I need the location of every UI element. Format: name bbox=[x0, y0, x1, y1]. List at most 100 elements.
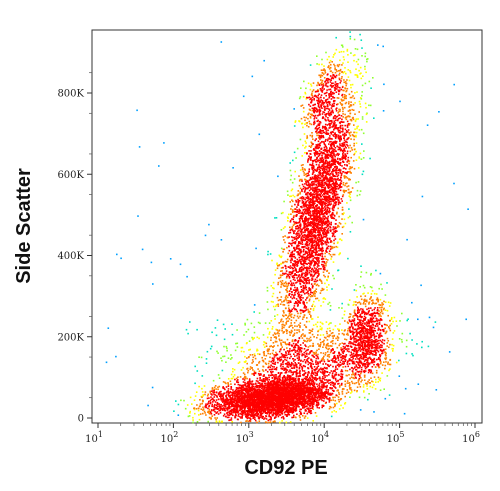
event-dot bbox=[342, 355, 344, 357]
event-dot bbox=[336, 368, 339, 370]
event-dot bbox=[305, 286, 308, 289]
event-dot bbox=[298, 337, 301, 339]
event-dot bbox=[320, 82, 322, 85]
event-dot bbox=[336, 335, 339, 338]
event-dot bbox=[312, 104, 314, 107]
event-dot bbox=[226, 412, 229, 414]
event-dot bbox=[280, 267, 283, 269]
event-dot bbox=[348, 109, 351, 112]
event-dot bbox=[340, 148, 343, 151]
event-dot bbox=[328, 127, 330, 129]
event-dot bbox=[311, 94, 313, 97]
event-dot bbox=[321, 86, 324, 89]
event-dot bbox=[328, 143, 330, 145]
event-dot bbox=[378, 287, 380, 290]
event-dot bbox=[367, 312, 370, 314]
event-dot bbox=[308, 362, 311, 364]
event-dot bbox=[385, 361, 387, 363]
event-dot bbox=[340, 373, 342, 375]
event-dot bbox=[308, 103, 310, 106]
event-dot bbox=[308, 155, 310, 157]
event-dot bbox=[285, 298, 287, 300]
event-dot bbox=[249, 368, 251, 370]
event-dot bbox=[373, 335, 376, 338]
event-dot bbox=[313, 290, 316, 293]
event-dot bbox=[305, 172, 308, 175]
event-dot bbox=[258, 353, 261, 356]
event-dot bbox=[323, 336, 326, 339]
event-dot bbox=[321, 358, 323, 360]
event-dot bbox=[358, 326, 361, 329]
event-dot bbox=[378, 357, 380, 359]
event-dot bbox=[367, 363, 370, 366]
event-dot bbox=[333, 143, 335, 146]
event-dot bbox=[340, 186, 343, 188]
event-dot bbox=[350, 324, 353, 326]
event-dot bbox=[358, 377, 361, 380]
event-dot bbox=[373, 350, 375, 353]
event-dot bbox=[403, 412, 406, 415]
event-dot bbox=[339, 132, 341, 134]
event-dot bbox=[368, 356, 371, 359]
event-dot bbox=[359, 73, 361, 75]
event-dot bbox=[291, 218, 293, 220]
event-dot bbox=[339, 179, 342, 181]
event-dot bbox=[299, 249, 301, 252]
event-dot bbox=[334, 132, 336, 134]
event-dot bbox=[348, 103, 350, 105]
event-dot bbox=[352, 160, 355, 162]
event-dot bbox=[217, 413, 220, 415]
event-dot bbox=[225, 382, 227, 385]
event-dot bbox=[354, 128, 356, 130]
event-dot bbox=[259, 373, 262, 375]
event-dot bbox=[308, 313, 311, 315]
event-dot bbox=[296, 332, 298, 334]
event-dot bbox=[309, 88, 312, 91]
event-dot bbox=[326, 363, 329, 366]
event-dot bbox=[341, 382, 343, 385]
event-dot bbox=[303, 339, 305, 342]
event-dot bbox=[318, 274, 320, 276]
event-dot bbox=[213, 396, 216, 398]
event-dot bbox=[194, 382, 196, 385]
event-dot bbox=[292, 334, 295, 336]
event-dot bbox=[303, 348, 306, 350]
event-dot bbox=[330, 217, 333, 219]
event-dot bbox=[278, 338, 281, 341]
event-dot bbox=[315, 150, 317, 152]
event-dot bbox=[311, 132, 313, 134]
event-dot bbox=[302, 202, 304, 204]
event-dot bbox=[362, 308, 364, 311]
event-dot bbox=[346, 115, 349, 118]
event-dot bbox=[325, 83, 327, 85]
event-dot bbox=[368, 302, 370, 304]
event-dot bbox=[299, 373, 301, 375]
event-dot bbox=[338, 351, 340, 354]
event-dot bbox=[393, 330, 396, 332]
event-dot bbox=[317, 147, 319, 149]
event-dot bbox=[300, 197, 303, 199]
event-dot bbox=[315, 291, 317, 293]
event-dot bbox=[378, 378, 380, 381]
event-dot bbox=[311, 277, 313, 280]
event-dot bbox=[375, 335, 378, 338]
event-dot bbox=[295, 227, 297, 230]
event-dot bbox=[351, 221, 353, 224]
event-dot bbox=[337, 161, 340, 164]
event-dot bbox=[311, 96, 314, 99]
event-dot bbox=[348, 208, 350, 210]
event-dot bbox=[324, 223, 326, 226]
event-dot bbox=[318, 74, 320, 77]
event-dot bbox=[322, 129, 324, 132]
event-dot bbox=[294, 121, 297, 123]
event-dot bbox=[302, 302, 305, 305]
event-dot bbox=[211, 403, 214, 406]
event-dot bbox=[332, 77, 334, 79]
event-dot bbox=[296, 289, 299, 291]
event-dot bbox=[297, 252, 299, 254]
event-dot bbox=[337, 89, 340, 92]
event-dot bbox=[317, 254, 320, 256]
event-dot bbox=[346, 380, 349, 382]
event-dot bbox=[426, 124, 429, 126]
event-dot bbox=[205, 403, 207, 405]
